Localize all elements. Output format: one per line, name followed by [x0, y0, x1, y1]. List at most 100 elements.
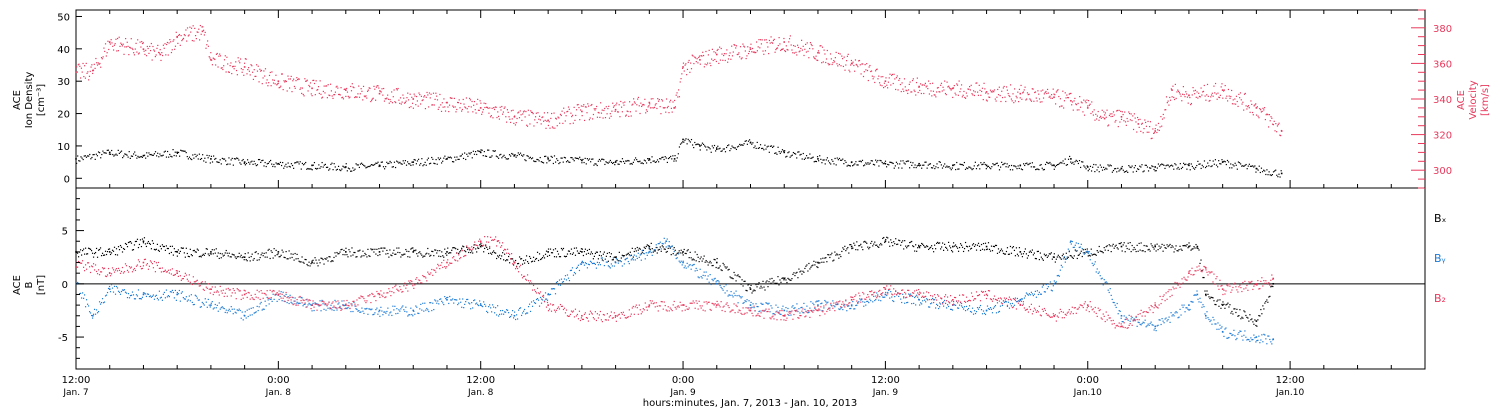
density-series-sample	[134, 151, 135, 152]
by-series-sample	[422, 303, 423, 304]
bx-series-sample	[613, 259, 614, 260]
bx-series-sample	[635, 248, 636, 249]
bx-series-sample	[720, 265, 721, 266]
velocity-series-sample	[1192, 94, 1193, 95]
bx-series-sample	[312, 260, 313, 261]
velocity-series-sample	[981, 91, 982, 92]
by-series-sample	[745, 301, 746, 302]
velocity-series-sample	[873, 76, 874, 77]
density-series-sample	[214, 159, 215, 160]
bottom-left-label-line-2: B	[24, 281, 35, 288]
density-series-point	[244, 161, 246, 163]
density-series-sample	[1055, 166, 1056, 167]
density-series-sample	[938, 167, 939, 168]
by-series-sample	[245, 311, 246, 312]
bx-series-sample	[680, 252, 681, 253]
velocity-series-sample	[435, 93, 436, 94]
density-series-sample	[270, 160, 271, 161]
bx-series-sample	[1238, 315, 1239, 316]
velocity-series-sample	[1115, 120, 1116, 121]
velocity-series-sample	[899, 78, 900, 79]
by-series-sample	[900, 299, 901, 300]
velocity-series-sample	[1126, 125, 1127, 126]
by-series-sample	[991, 309, 992, 310]
density-series-sample	[96, 154, 97, 155]
velocity-series-sample	[948, 86, 949, 87]
velocity-series-sample	[376, 87, 377, 88]
bx-series-sample	[420, 253, 421, 254]
by-series-point	[1205, 315, 1207, 317]
by-series-sample	[457, 304, 458, 305]
density-series-sample	[589, 158, 590, 159]
bx-series-sample	[580, 251, 581, 252]
density-series-sample	[1244, 165, 1245, 166]
by-series-sample	[387, 308, 388, 309]
velocity-series-sample	[1195, 90, 1196, 91]
velocity-series-sample	[894, 78, 895, 79]
density-series-sample	[1102, 170, 1103, 171]
bx-series-sample	[558, 253, 559, 254]
density-series-sample	[876, 161, 877, 162]
by-series-sample	[161, 297, 162, 298]
velocity-series-sample	[1006, 86, 1007, 87]
density-series-sample	[1090, 166, 1091, 167]
density-series-sample	[981, 164, 982, 165]
velocity-series-sample	[157, 45, 158, 46]
bx-series-sample	[1193, 246, 1194, 247]
bx-series-sample	[385, 253, 386, 254]
density-series-sample	[263, 165, 264, 166]
velocity-series-sample	[1000, 101, 1001, 102]
bx-series-sample	[227, 253, 228, 254]
velocity-series-sample	[127, 46, 128, 47]
density-series-sample	[689, 140, 690, 141]
density-series-sample	[1247, 168, 1248, 169]
bx-series-sample	[269, 249, 270, 250]
bx-series-sample	[335, 255, 336, 256]
bx-series-sample	[1248, 321, 1249, 322]
by-series-sample	[832, 300, 833, 301]
velocity-series-sample	[834, 61, 835, 62]
bx-series-sample	[213, 253, 214, 254]
velocity-series-sample	[287, 76, 288, 77]
velocity-series-sample	[1127, 118, 1128, 119]
velocity-series-sample	[721, 48, 722, 49]
density-series-sample	[141, 156, 142, 157]
velocity-series-sample	[166, 44, 167, 45]
density-series-sample	[1266, 169, 1267, 170]
bx-series-sample	[1174, 248, 1175, 249]
velocity-series-sample	[965, 98, 966, 99]
velocity-series-sample	[210, 52, 211, 53]
bx-series-sample	[437, 250, 438, 251]
bx-series-sample	[549, 255, 550, 256]
velocity-series-sample	[1125, 121, 1126, 122]
density-series-sample	[814, 161, 815, 162]
density-series-sample	[1226, 164, 1227, 165]
bx-series-sample	[873, 244, 874, 245]
by-series-sample	[891, 296, 892, 297]
velocity-series-sample	[153, 49, 154, 50]
velocity-series-sample	[1227, 100, 1228, 101]
bx-series-sample	[1221, 304, 1222, 305]
density-series-sample	[879, 160, 880, 161]
velocity-series-sample	[747, 46, 748, 47]
bx-series-sample	[333, 257, 334, 258]
bx-series-sample	[266, 252, 267, 253]
bx-series-sample	[1204, 290, 1205, 291]
density-series-sample	[1165, 165, 1166, 166]
velocity-series-sample	[880, 84, 881, 85]
by-series-sample	[117, 287, 118, 288]
by-series-sample	[273, 294, 274, 295]
bx-series-point	[412, 251, 414, 253]
density-series-sample	[281, 165, 282, 166]
density-series-sample	[199, 154, 200, 155]
bx-series-sample	[803, 272, 804, 273]
velocity-series-sample	[246, 59, 247, 60]
by-series-sample	[618, 263, 619, 264]
bx-series-sample	[433, 255, 434, 256]
bx-series-sample	[386, 250, 387, 251]
bx-series-sample	[977, 245, 978, 246]
density-series-sample	[832, 161, 833, 162]
density-series-sample	[526, 155, 527, 156]
by-series-sample	[893, 301, 894, 302]
bx-series-sample	[1087, 248, 1088, 249]
